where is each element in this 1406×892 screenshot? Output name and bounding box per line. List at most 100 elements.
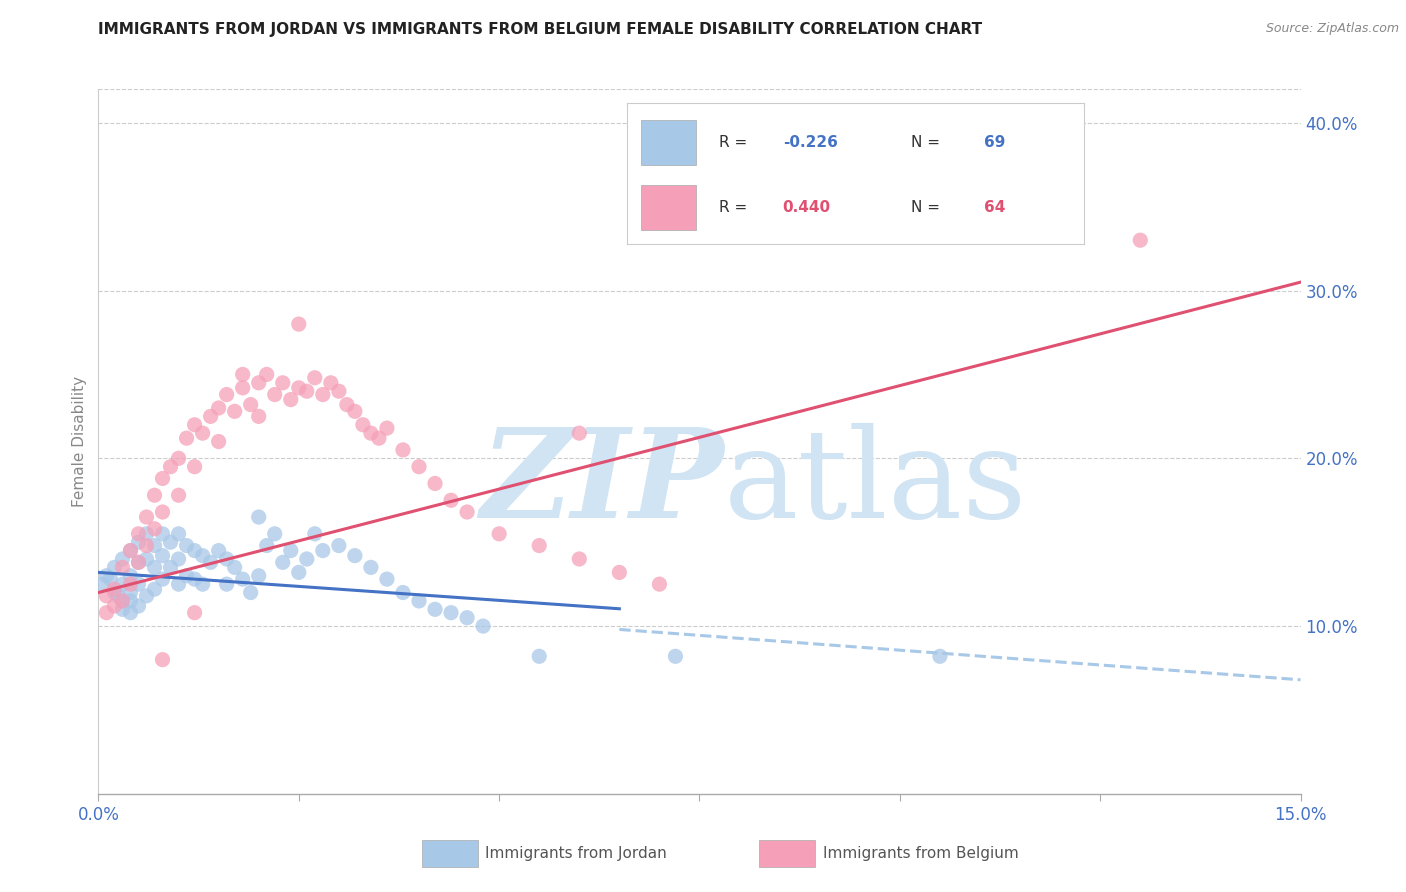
Point [312, 387, 335, 401]
Point [375, 421, 398, 435]
Point [352, 417, 374, 432]
Point [107, 589, 129, 603]
Point [143, 522, 166, 536]
Point [247, 376, 270, 390]
Point [111, 594, 134, 608]
Point [167, 526, 190, 541]
Point [128, 577, 150, 591]
Point [295, 552, 318, 566]
Point [143, 560, 166, 574]
Point [120, 568, 142, 582]
Point [152, 526, 174, 541]
Point [336, 398, 359, 412]
Point [319, 376, 342, 390]
Point [200, 409, 222, 424]
Point [111, 577, 134, 591]
Point [239, 585, 262, 599]
Point [152, 505, 174, 519]
Point [375, 572, 398, 586]
Point [128, 555, 150, 569]
Point [568, 426, 591, 441]
Point [392, 442, 415, 457]
Point [135, 526, 157, 541]
Point [152, 471, 174, 485]
Point [472, 619, 495, 633]
Point [1129, 233, 1152, 247]
Point [568, 552, 591, 566]
Point [304, 371, 326, 385]
Point [271, 376, 294, 390]
Point [176, 431, 198, 445]
Point [288, 381, 311, 395]
Point [183, 572, 205, 586]
Point [239, 398, 262, 412]
Point [247, 409, 270, 424]
Point [135, 552, 157, 566]
Point [215, 577, 238, 591]
Point [408, 459, 430, 474]
Point [271, 555, 294, 569]
Point [343, 549, 366, 563]
Point [232, 572, 254, 586]
Point [312, 543, 335, 558]
Point [143, 539, 166, 553]
Point [648, 577, 671, 591]
Point [183, 606, 205, 620]
Point [135, 510, 157, 524]
Point [111, 602, 134, 616]
Point [159, 535, 181, 549]
Point [111, 594, 134, 608]
Point [215, 552, 238, 566]
Point [96, 606, 118, 620]
Point [288, 317, 311, 331]
Point [159, 560, 181, 574]
Y-axis label: Female Disability: Female Disability [72, 376, 87, 508]
Point [159, 459, 181, 474]
Point [120, 606, 142, 620]
Point [929, 649, 952, 664]
Point [120, 585, 142, 599]
Point [135, 539, 157, 553]
Point [280, 543, 302, 558]
Point [103, 560, 125, 574]
Point [529, 539, 551, 553]
Point [360, 426, 382, 441]
Point [440, 493, 463, 508]
Point [423, 602, 446, 616]
Point [247, 568, 270, 582]
Point [191, 577, 214, 591]
Point [408, 594, 430, 608]
Point [103, 599, 125, 613]
Point [423, 476, 446, 491]
Point [280, 392, 302, 407]
Point [176, 539, 198, 553]
Point [263, 387, 285, 401]
Point [167, 488, 190, 502]
Point [183, 543, 205, 558]
Point [128, 535, 150, 549]
Point [456, 611, 478, 625]
Point [392, 585, 415, 599]
Point [200, 555, 222, 569]
Text: ZIP: ZIP [479, 423, 724, 545]
Point [128, 526, 150, 541]
Point [128, 555, 150, 569]
Point [263, 526, 285, 541]
Point [328, 384, 350, 399]
Point [360, 560, 382, 574]
Point [609, 566, 631, 580]
Point [456, 505, 478, 519]
Point [343, 404, 366, 418]
Point [111, 552, 134, 566]
Point [215, 387, 238, 401]
Point [96, 589, 118, 603]
Point [143, 582, 166, 597]
Point [167, 451, 190, 466]
Text: atlas: atlas [724, 424, 1026, 544]
Point [111, 560, 134, 574]
Point [103, 585, 125, 599]
Point [208, 401, 231, 415]
Point [256, 539, 278, 553]
Point [224, 404, 246, 418]
Point [529, 649, 551, 664]
